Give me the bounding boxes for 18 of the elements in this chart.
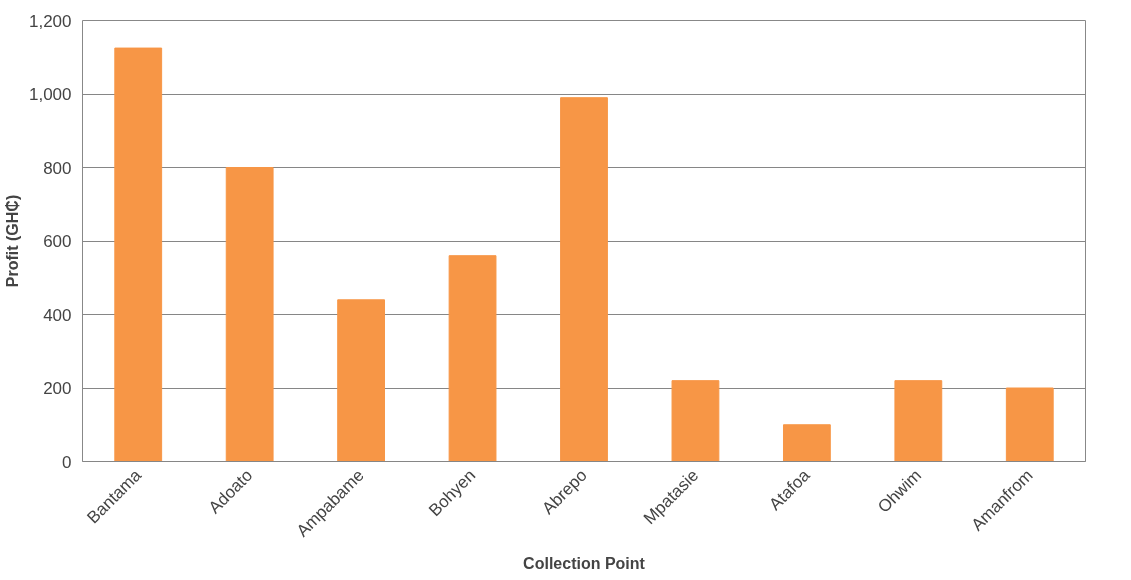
y-tick-label: 400 [43,305,72,325]
y-tick-label: 1,000 [28,85,72,104]
bar [337,299,386,462]
y-tick-label: 1,200 [28,11,72,31]
bar [894,380,943,462]
y-tick-label: 200 [43,379,72,398]
y-tick-label: 800 [43,158,72,178]
y-tick-label: 0 [62,452,72,472]
bar [1005,387,1054,462]
y-axis-title: Profit (GH₵) [3,194,21,288]
x-axis-title: Collection Point [523,555,646,573]
bar [114,47,163,462]
y-tick-label: 600 [43,232,72,251]
bar [671,380,720,462]
bar [782,424,831,462]
bar [560,97,608,462]
bar [225,167,274,462]
bar [448,255,497,462]
